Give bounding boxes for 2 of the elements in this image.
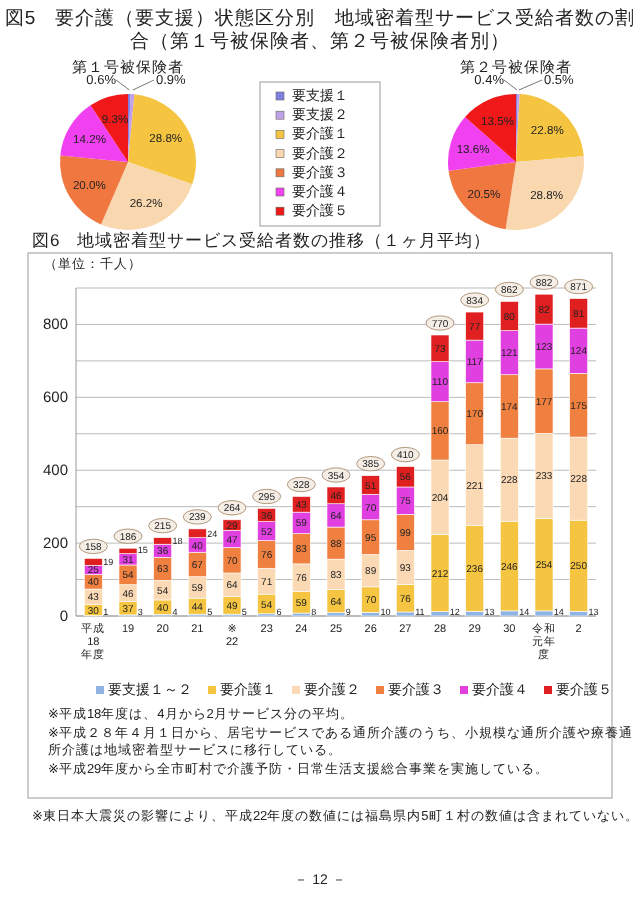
chart-title: 図5 要介護（要支援）状態区分別 地域密着型サービス受給者数の割合（第１号被保険者、第２号被保険者別） (4, 6, 636, 53)
chart-title: 図6 地域密着型サービス受給者数の推移（１ヶ月平均） (32, 230, 492, 250)
